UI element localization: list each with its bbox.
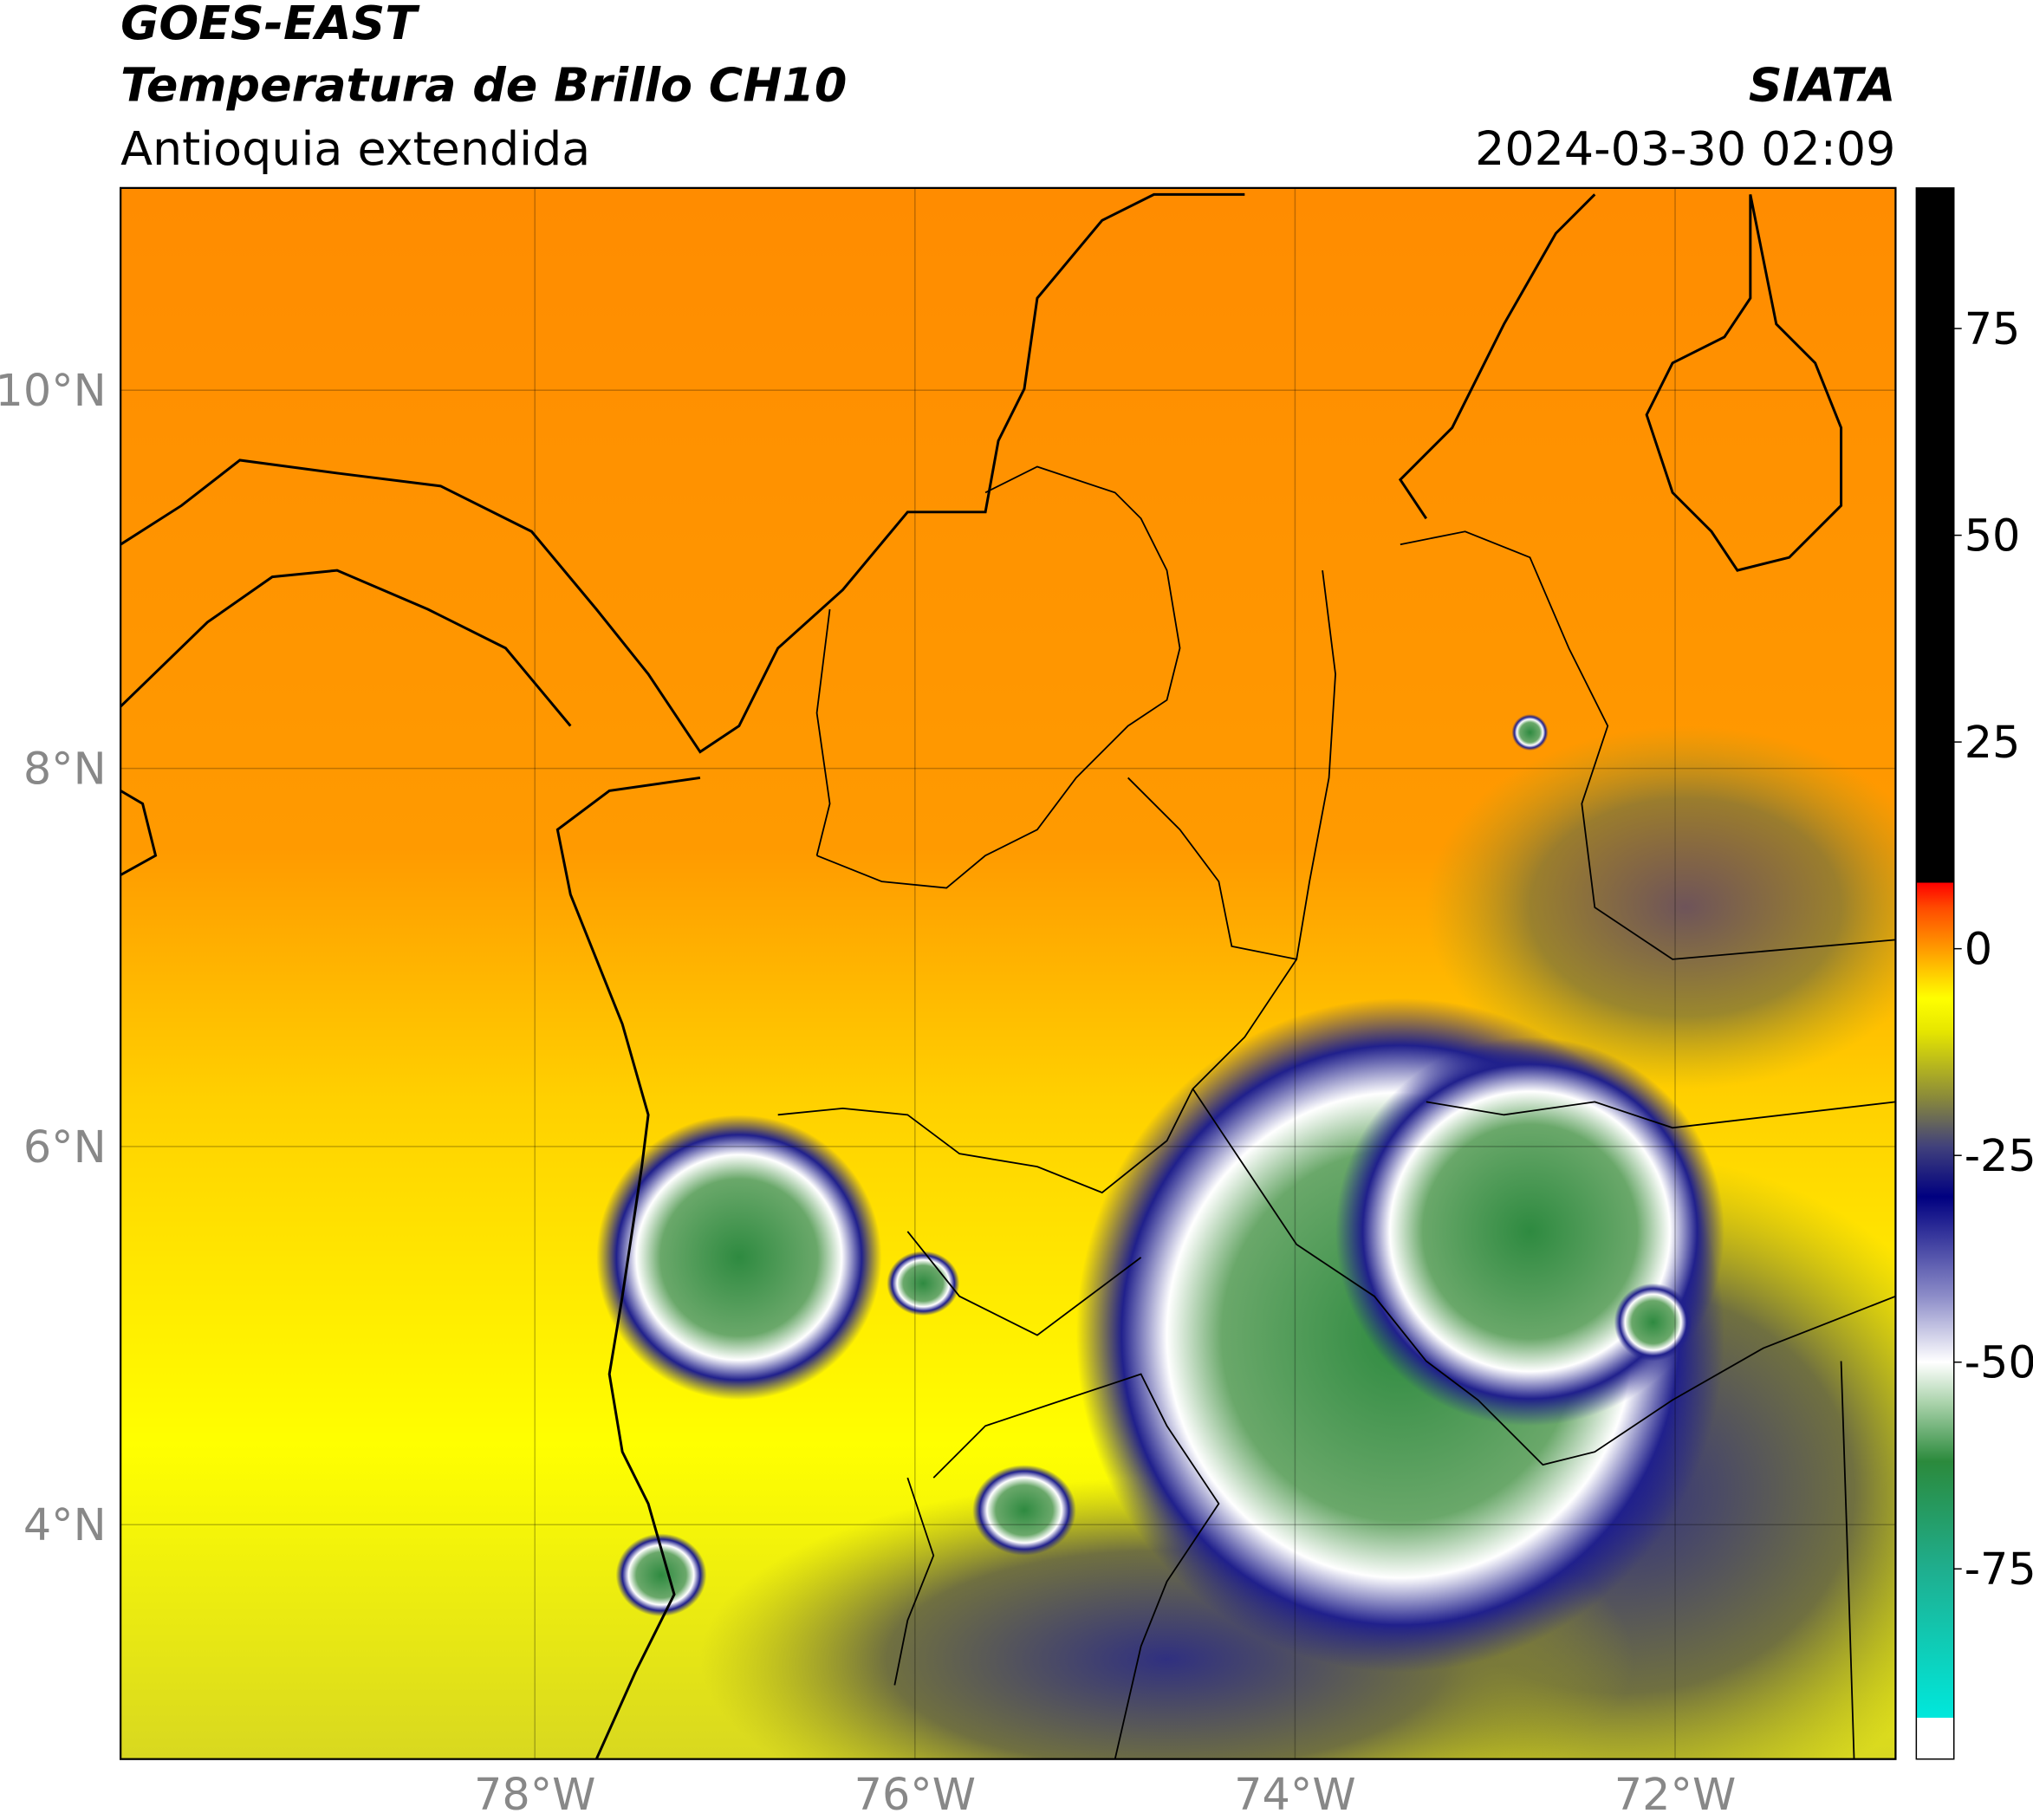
colorbar-tick-label: 25 xyxy=(1965,717,2021,768)
subtitle: Temperatura de Brillo CH10 xyxy=(120,58,847,113)
graticule xyxy=(120,187,1896,1759)
y-tick-label: 6°N xyxy=(23,1121,107,1173)
source: SIATA xyxy=(1749,58,1896,113)
colorbar xyxy=(1916,187,1962,1759)
y-tick-label: 4°N xyxy=(23,1499,107,1550)
colorbar-tick-label: 50 xyxy=(1965,510,2021,562)
region: Antioquia extendida xyxy=(120,121,590,176)
title: GOES-EAST xyxy=(120,0,420,50)
y-tick-label: 8°N xyxy=(23,744,107,795)
colorbar-tick-label: 0 xyxy=(1965,924,1992,975)
colorbar-tick-label: -75 xyxy=(1965,1544,2033,1595)
x-tick-label: 74°W xyxy=(1234,1769,1355,1820)
colorbar-tick-label: -50 xyxy=(1965,1337,2033,1388)
x-tick-label: 76°W xyxy=(854,1769,976,1820)
satellite-image xyxy=(120,187,1896,1759)
map-frame xyxy=(120,186,1897,1760)
x-tick-label: 78°W xyxy=(474,1769,595,1820)
colorbar-tick-label: 75 xyxy=(1965,303,2021,354)
colorbar-fill xyxy=(1916,187,1954,1759)
x-tick-label: 72°W xyxy=(1614,1769,1736,1820)
colorbar-frame xyxy=(1915,187,1955,1760)
colorbar-tick-label: -25 xyxy=(1965,1130,2033,1181)
datetime: 2024-03-30 02:09 xyxy=(1475,121,1895,176)
y-tick-label: 10°N xyxy=(0,365,107,416)
